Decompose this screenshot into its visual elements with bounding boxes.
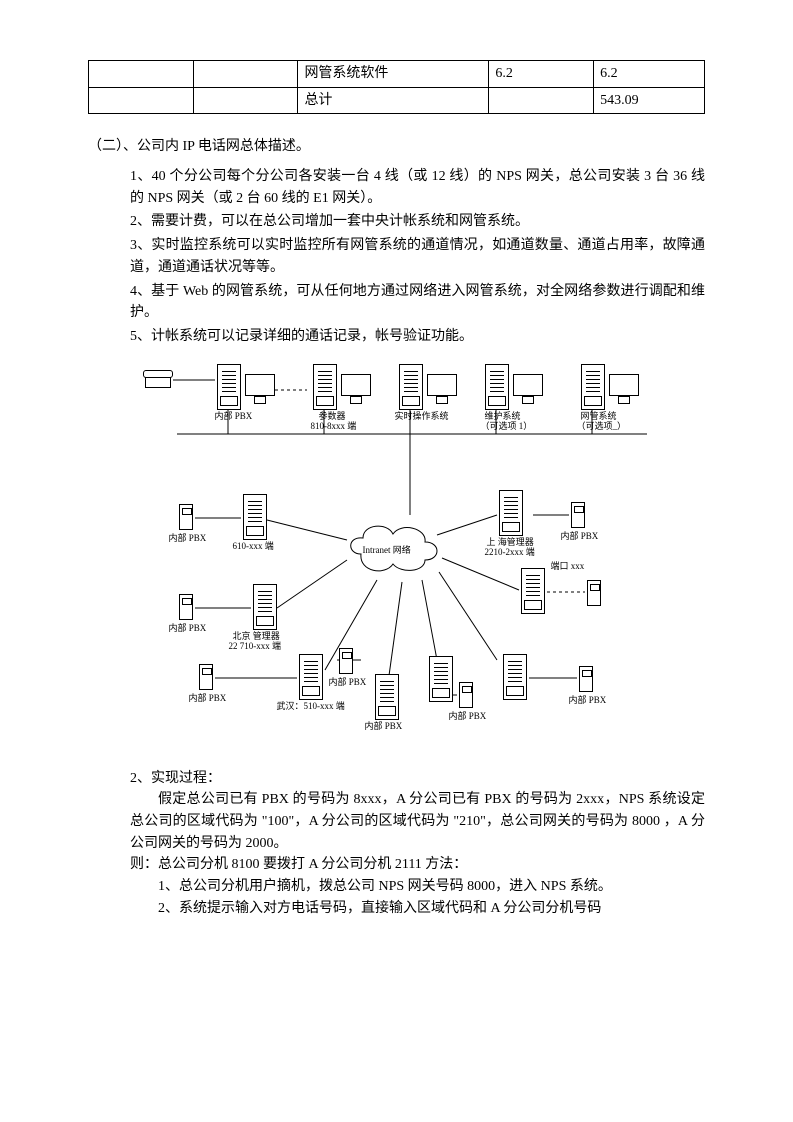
server-icon	[581, 364, 603, 408]
section-2-list: 1、40 个分公司每个分公司各安装一台 4 线（或 12 线）的 NPS 网关，…	[88, 166, 705, 348]
server-icon	[521, 568, 543, 612]
server-icon	[429, 656, 451, 700]
cell	[193, 87, 298, 114]
monitor-icon	[513, 374, 543, 404]
table-row: 网管系统软件 6.2 6.2	[89, 61, 705, 88]
pbx-icon	[571, 502, 585, 528]
monitor-icon	[609, 374, 639, 404]
diagram-label: （可选项 1）	[481, 420, 533, 434]
diagram-label: 实时操作系统	[395, 410, 449, 424]
impl-heading: 2、实现过程：	[130, 768, 705, 790]
cell: 网管系统软件	[298, 61, 489, 88]
impl-section: 2、实现过程： 假定总公司已有 PBX 的号码为 8xxx，A 分公司已有 PB…	[88, 768, 705, 920]
server-icon	[313, 364, 335, 408]
server-icon	[253, 584, 275, 628]
diagram-label: 内部 PBX	[189, 692, 227, 706]
diagram-label: 内部 PBX	[569, 694, 607, 708]
server-icon	[243, 494, 265, 538]
diagram-label: 内部 PBX	[449, 710, 487, 724]
server-icon	[485, 364, 507, 408]
impl-paragraph: 则：总公司分机 8100 要拨打 A 分公司分机 2111 方法：	[130, 854, 705, 876]
cell	[89, 61, 194, 88]
network-diagram: Intranet 网络 内部 PBX 参数器 810-8xxx 端 实时操作系统…	[137, 360, 657, 740]
impl-step: 2、系统提示输入对方电话号码，直接输入区域代码和 A 分公司分机号码	[158, 898, 705, 920]
list-item: 2、需要计费，可以在总公司增加一套中央计帐系统和网管系统。	[130, 211, 705, 233]
diagram-label: 2210-2xxx 端	[485, 546, 535, 560]
pbx-icon	[199, 664, 213, 690]
diagram-label: 内部 PBX	[215, 410, 253, 424]
pbx-icon	[587, 580, 601, 606]
cloud-label: Intranet 网络	[363, 544, 411, 558]
diagram-label: 武汉：510-xxx 端	[277, 700, 345, 714]
impl-step: 1、总公司分机用户摘机，拨总公司 NPS 网关号码 8000，进入 NPS 系统…	[158, 876, 705, 898]
diagram-label: （可选项_）	[577, 420, 627, 434]
server-icon	[299, 654, 321, 698]
phone-icon	[145, 370, 173, 388]
monitor-icon	[341, 374, 371, 404]
diagram-label: 端口 xxx	[551, 560, 585, 574]
list-item: 4、基于 Web 的网管系统，可从任何地方通过网络进入网管系统，对全网络参数进行…	[130, 281, 705, 324]
pbx-icon	[339, 648, 353, 674]
pbx-icon	[579, 666, 593, 692]
diagram-label: 内部 PBX	[329, 676, 367, 690]
diagram-label: 内部 PBX	[169, 532, 207, 546]
summary-table: 网管系统软件 6.2 6.2 总计 543.09	[88, 60, 705, 114]
section-2-heading: （二）、公司内 IP 电话网总体描述。	[88, 136, 705, 158]
diagram-label: 810-8xxx 端	[311, 420, 357, 434]
list-item: 1、40 个分公司每个分公司各安装一台 4 线（或 12 线）的 NPS 网关，…	[130, 166, 705, 209]
cell	[193, 61, 298, 88]
diagram-label: 22 710-xxx 端	[229, 640, 282, 654]
cell: 总计	[298, 87, 489, 114]
pbx-icon	[459, 682, 473, 708]
pbx-icon	[179, 504, 193, 530]
monitor-icon	[427, 374, 457, 404]
pbx-icon	[179, 594, 193, 620]
impl-paragraph: 假定总公司已有 PBX 的号码为 8xxx，A 分公司已有 PBX 的号码为 2…	[130, 789, 705, 854]
cell: 6.2	[594, 61, 705, 88]
server-icon	[375, 674, 397, 718]
server-icon	[217, 364, 239, 408]
list-item: 5、计帐系统可以记录详细的通话记录，帐号验证功能。	[130, 326, 705, 348]
diagram-label: 内部 PBX	[561, 530, 599, 544]
monitor-icon	[245, 374, 275, 404]
cell	[89, 87, 194, 114]
server-icon	[499, 490, 521, 534]
cell: 6.2	[489, 61, 594, 88]
server-icon	[399, 364, 421, 408]
list-item: 3、实时监控系统可以实时监控所有网管系统的通道情况，如通道数量、通道占用率，故障…	[130, 235, 705, 278]
server-icon	[503, 654, 525, 698]
diagram-label: 610-xxx 端	[233, 540, 274, 554]
diagram-label: 内部 PBX	[169, 622, 207, 636]
diagram-label: 内部 PBX	[365, 720, 403, 734]
cloud-icon: Intranet 网络	[343, 514, 443, 590]
cell: 543.09	[594, 87, 705, 114]
cell	[489, 87, 594, 114]
table-row: 总计 543.09	[89, 87, 705, 114]
impl-steps: 1、总公司分机用户摘机，拨总公司 NPS 网关号码 8000，进入 NPS 系统…	[130, 876, 705, 919]
